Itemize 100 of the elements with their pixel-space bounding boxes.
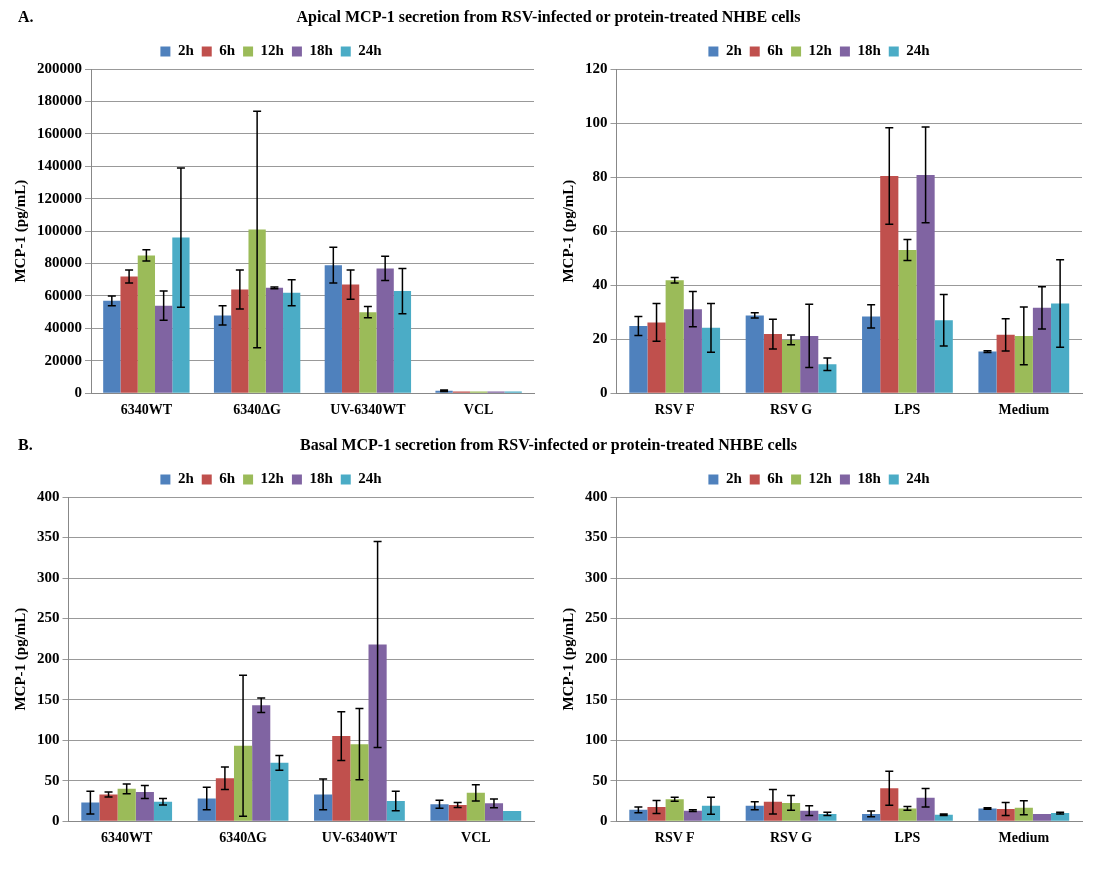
legend-label: 24h: [358, 470, 383, 487]
y-tick-label: 40000: [44, 319, 82, 336]
y-tick-label: 200: [37, 649, 60, 666]
x-tick-label: RSV G: [769, 830, 813, 846]
y-tick-label: 120: [585, 59, 608, 76]
x-tick-label: LPS: [894, 830, 921, 846]
bar: [916, 174, 935, 393]
bar: [978, 808, 997, 821]
legend-label: 12h: [808, 470, 833, 487]
y-tick-label: 0: [52, 812, 60, 829]
y-tick-label: 50: [44, 771, 60, 788]
bar: [996, 334, 1015, 393]
bar: [215, 778, 234, 821]
chart-title: Apical MCP-1 secretion from RSV-infected or protein-treated NHBE cells: [296, 8, 801, 25]
y-tick-label: 0: [600, 384, 608, 401]
y-axis-title: MCP-1 (pg/mL): [11, 607, 29, 711]
bar: [701, 327, 721, 393]
bar: [1032, 307, 1052, 393]
legend-label: 6h: [767, 42, 784, 59]
bar: [745, 805, 764, 821]
bar: [978, 351, 997, 393]
bar: [683, 309, 702, 393]
y-tick-label: 20000: [44, 351, 82, 368]
bar: [324, 265, 342, 393]
x-tick-label: 6340WT: [120, 402, 173, 418]
bar: [800, 810, 819, 821]
y-tick-label: 180000: [37, 92, 82, 109]
text: A.: [18, 8, 34, 26]
legend-label: 6h: [767, 470, 784, 487]
bar: [376, 268, 394, 393]
bar: [629, 325, 648, 393]
bar: [172, 237, 190, 393]
bar: [818, 813, 837, 821]
bar: [283, 292, 301, 393]
text: B.: [18, 436, 33, 454]
x-tick-label: 6340WT: [101, 830, 154, 846]
bar: [265, 287, 284, 393]
legend-label: 2h: [725, 470, 743, 487]
x-tick-label: LPS: [894, 402, 921, 418]
bar: [368, 644, 387, 821]
y-tick-label: 40: [592, 276, 608, 293]
x-tick-label: VCL: [463, 402, 494, 418]
bar: [1014, 807, 1033, 821]
bar: [155, 305, 173, 393]
legend-label: 6h: [219, 470, 236, 487]
bar: [763, 334, 782, 393]
y-tick-label: 350: [585, 528, 608, 545]
y-tick-label: 0: [74, 384, 82, 401]
bar: [996, 809, 1015, 821]
bar: [934, 814, 953, 821]
y-axis-title: MCP-1 (pg/mL): [559, 179, 577, 283]
bar: [117, 788, 136, 821]
bar: [393, 291, 412, 393]
bar: [880, 788, 899, 821]
x-tick-label: Medium: [998, 830, 1050, 846]
bar: [135, 792, 154, 821]
bar: [81, 802, 100, 821]
y-tick-label: 80: [592, 167, 608, 184]
bar: [665, 280, 684, 393]
x-tick-label: UV-6340WT: [321, 830, 398, 846]
legend-label: 2h: [177, 470, 195, 487]
y-tick-label: 0: [600, 812, 608, 829]
y-tick-label: 250: [585, 609, 608, 626]
bar: [341, 284, 360, 393]
bar: [503, 811, 522, 821]
legend-label: 18h: [309, 470, 334, 487]
bar: [484, 803, 504, 821]
x-tick-label: Medium: [998, 402, 1050, 418]
x-tick-label: RSV F: [654, 402, 695, 418]
y-tick-label: 300: [585, 568, 608, 585]
legend-label: 18h: [857, 470, 882, 487]
legend-label: 24h: [906, 470, 931, 487]
y-tick-label: 50: [592, 771, 608, 788]
bar: [137, 255, 156, 393]
x-tick-label: UV-6340WT: [330, 402, 407, 418]
y-tick-label: 400: [585, 487, 608, 504]
bar: [466, 792, 485, 821]
y-tick-label: 100000: [37, 221, 82, 238]
y-tick-label: 120000: [37, 189, 82, 206]
bar: [880, 175, 899, 393]
bar: [231, 289, 249, 393]
y-axis-title: MCP-1 (pg/mL): [11, 179, 29, 283]
x-tick-label: RSV G: [769, 402, 813, 418]
bar: [386, 800, 405, 821]
bar: [99, 794, 118, 821]
bar: [252, 705, 271, 821]
bar: [629, 809, 648, 821]
bar: [103, 300, 121, 393]
bar: [898, 250, 917, 393]
x-tick-label: VCL: [461, 830, 491, 846]
y-tick-label: 20: [592, 330, 608, 347]
legend-label: 2h: [725, 42, 743, 59]
y-tick-label: 100: [585, 113, 608, 130]
y-tick-label: 150: [37, 690, 60, 707]
y-tick-label: 100: [37, 731, 60, 748]
y-tick-label: 150: [585, 690, 608, 707]
legend-label: 24h: [906, 42, 931, 59]
y-tick-label: 200000: [37, 59, 82, 76]
y-tick-label: 200: [585, 649, 608, 666]
x-tick-label: 6340ΔG: [233, 402, 282, 418]
